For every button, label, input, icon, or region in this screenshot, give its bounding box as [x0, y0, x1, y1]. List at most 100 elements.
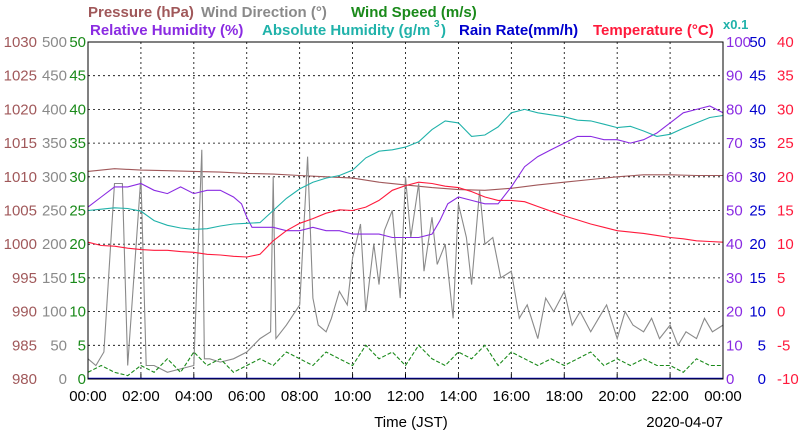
legend-scale-note: x0.1: [723, 17, 748, 32]
y-tick-label-relative-humidity: 0: [726, 371, 734, 388]
x-tick-label: 18:00: [545, 388, 583, 405]
x-tick-label: 02:00: [122, 388, 160, 405]
y-tick-label-wind-speed: 25: [69, 203, 86, 220]
y-tick-label-wind-speed: 10: [69, 304, 86, 321]
x-tick-label: 12:00: [387, 388, 425, 405]
series-line-wind-direction: [87, 149, 724, 373]
y-tick-label-pressure: 1020: [4, 101, 37, 118]
y-tick-label-pressure: 1000: [4, 236, 37, 253]
series-line-relative-humidity: [87, 105, 724, 239]
plot-frame: [87, 41, 724, 380]
y-tick-label-temperature: 35: [777, 68, 794, 85]
x-tick-label: 00:00: [704, 388, 742, 405]
y-tick-label-temperature: 10: [777, 236, 794, 253]
y-tick-label-temperature: -5: [777, 337, 790, 354]
series-line-absolute-humidity: [87, 108, 724, 230]
y-tick-label-wind-direction: 50: [50, 337, 67, 354]
y-tick-label-relative-humidity: 60: [726, 169, 743, 186]
y-tick-label-relative-humidity: 50: [726, 203, 743, 220]
x-tick-label: 14:00: [440, 388, 478, 405]
legend-temperature: Temperature (°C): [593, 22, 714, 39]
y-tick-label-wind-speed: 15: [69, 270, 86, 287]
x-tick-label: 08:00: [281, 388, 319, 405]
legend-absolute-humidity-close: ): [441, 22, 446, 39]
y-tick-label-relative-humidity: 30: [726, 270, 743, 287]
y-tick-label-wind-direction: 500: [42, 34, 67, 51]
y-tick-label-wind-direction: 450: [42, 68, 67, 85]
y-tick-label-pressure: 985: [12, 337, 37, 354]
y-tick-label-rain-rate: 20: [749, 236, 766, 253]
x-tick-label: 00:00: [69, 388, 107, 405]
y-tick-label-rain-rate: 5: [758, 337, 766, 354]
y-tick-label-temperature: -10: [777, 371, 799, 388]
y-tick-label-wind-speed: 40: [69, 101, 86, 118]
grid: [87, 42, 724, 379]
y-tick-label-relative-humidity: 90: [726, 68, 743, 85]
y-tick-label-temperature: 40: [777, 34, 794, 51]
series-line-wind-speed: [87, 344, 723, 377]
y-tick-label-pressure: 980: [12, 371, 37, 388]
y-tick-label-wind-speed: 0: [78, 371, 86, 388]
y-tick-label-pressure: 990: [12, 304, 37, 321]
y-tick-label-temperature: 15: [777, 203, 794, 220]
y-tick-label-wind-direction: 250: [42, 203, 67, 220]
y-tick-label-rain-rate: 25: [749, 203, 766, 220]
legend-absolute-humidity-superscript: 3: [434, 19, 440, 30]
legend-relative-humidity: Relative Humidity (%): [90, 22, 243, 39]
y-tick-label-wind-direction: 200: [42, 236, 67, 253]
y-tick-label-wind-direction: 0: [59, 371, 67, 388]
legend-pressure: Pressure (hPa): [88, 4, 194, 21]
y-tick-label-rain-rate: 0: [758, 371, 766, 388]
y-tick-label-wind-direction: 150: [42, 270, 67, 287]
y-tick-label-relative-humidity: 20: [726, 304, 743, 321]
y-tick-label-pressure: 1005: [4, 203, 37, 220]
x-axis-label: Time (JST): [374, 414, 448, 431]
legend-wind-direction: Wind Direction (°): [201, 4, 327, 21]
y-tick-label-rain-rate: 15: [749, 270, 766, 287]
y-tick-label-pressure: 995: [12, 270, 37, 287]
axis-labels: 00:00 02:00 04:00 06:00 08:00 10:00 12:00 14:00…: [4, 34, 799, 405]
y-tick-label-temperature: 20: [777, 169, 794, 186]
y-tick-label-rain-rate: 10: [749, 304, 766, 321]
y-tick-label-pressure: 1015: [4, 135, 37, 152]
legend-absolute-humidity: Absolute Humidity (g/m: [262, 22, 430, 39]
y-tick-label-temperature: 5: [777, 270, 785, 287]
y-tick-label-wind-direction: 350: [42, 135, 67, 152]
y-tick-label-wind-direction: 400: [42, 101, 67, 118]
series-line-temperature: [87, 181, 724, 258]
y-tick-label-pressure: 1025: [4, 68, 37, 85]
y-tick-label-relative-humidity: 100: [726, 34, 751, 51]
y-tick-label-temperature: 0: [777, 304, 785, 321]
y-tick-label-wind-speed: 30: [69, 169, 86, 186]
y-tick-label-rain-rate: 45: [749, 68, 766, 85]
y-tick-label-rain-rate: 30: [749, 169, 766, 186]
y-tick-label-pressure: 1030: [4, 34, 37, 51]
y-tick-label-rain-rate: 35: [749, 135, 766, 152]
y-tick-label-wind-speed: 50: [69, 34, 86, 51]
y-tick-label-wind-speed: 45: [69, 68, 86, 85]
y-tick-label-wind-direction: 300: [42, 169, 67, 186]
legend-wind-speed: Wind Speed (m/s): [351, 4, 477, 21]
y-tick-label-relative-humidity: 40: [726, 236, 743, 253]
y-tick-label-relative-humidity: 70: [726, 135, 743, 152]
x-tick-label: 20:00: [598, 388, 636, 405]
y-tick-label-pressure: 1010: [4, 169, 37, 186]
y-tick-label-relative-humidity: 80: [726, 101, 743, 118]
date-label: 2020-04-07: [646, 414, 723, 431]
x-tick-label: 04:00: [175, 388, 213, 405]
x-tick-label: 10:00: [334, 388, 372, 405]
y-tick-label-relative-humidity: 10: [726, 337, 743, 354]
series-layer: [87, 105, 724, 379]
y-tick-label-rain-rate: 40: [749, 101, 766, 118]
x-tick-label: 22:00: [651, 388, 689, 405]
y-tick-label-temperature: 25: [777, 135, 794, 152]
y-tick-label-wind-speed: 35: [69, 135, 86, 152]
x-tick-label: 16:00: [493, 388, 531, 405]
y-tick-label-wind-direction: 100: [42, 304, 67, 321]
y-tick-label-wind-speed: 20: [69, 236, 86, 253]
y-tick-label-rain-rate: 50: [749, 34, 766, 51]
x-tick-label: 06:00: [228, 388, 266, 405]
y-tick-label-temperature: 30: [777, 101, 794, 118]
legend-rain-rate: Rain Rate(mm/h): [459, 22, 578, 39]
